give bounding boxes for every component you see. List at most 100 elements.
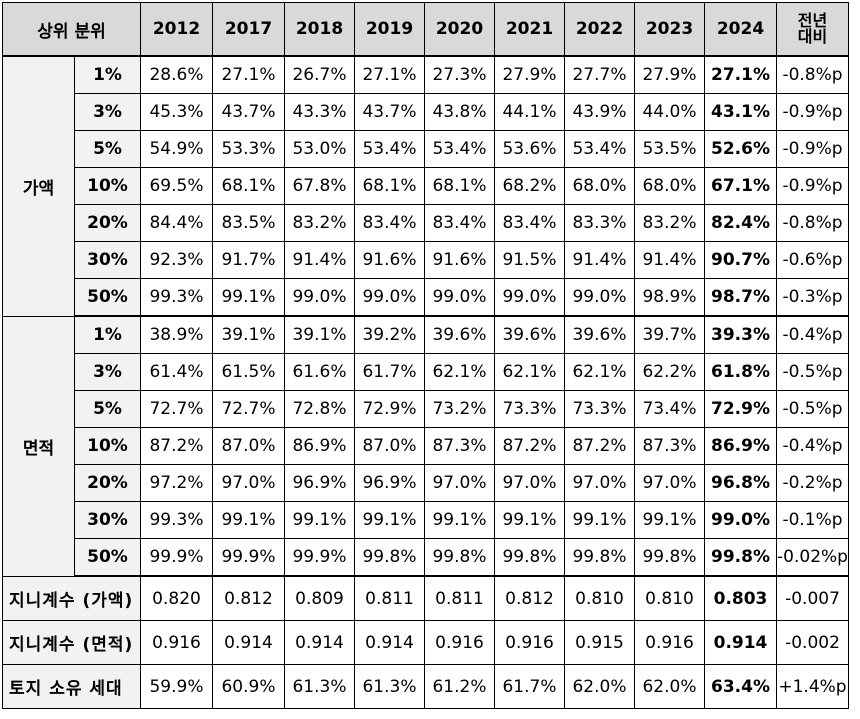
value-cell: 43.7% (212, 93, 285, 131)
value-cell: 67.1% (704, 167, 777, 205)
change-cell: -0.1%p (776, 501, 849, 539)
value-cell: 39.7% (634, 315, 705, 354)
value-cell: 67.8% (284, 167, 355, 205)
value-cell: 86.9% (284, 427, 355, 465)
value-cell: 0.810 (634, 575, 705, 621)
header-year: 2017 (212, 2, 285, 57)
change-cell: -0.002 (776, 620, 849, 665)
value-cell: 68.1% (424, 167, 495, 205)
percentile-cell: 5% (74, 130, 141, 168)
value-cell: 0.914 (354, 620, 425, 665)
table-row: 30% 99.3% 99.1% 99.1% 99.1% 99.1% 99.1% 99.1% 99… (3, 501, 849, 539)
value-cell: 83.3% (564, 204, 635, 242)
table-row: 3% 45.3% 43.7% 43.3% 43.7% 43.8% 44.1% 43.9% 44.… (3, 93, 849, 131)
value-cell: 99.0% (494, 278, 565, 317)
table-row: 50% 99.9% 99.9% 99.9% 99.8% 99.8% 99.8% 99.8% 99… (3, 538, 849, 577)
value-cell: 38.9% (140, 315, 213, 354)
value-cell: 63.4% (704, 664, 777, 709)
value-cell: 0.916 (494, 620, 565, 665)
value-cell: 39.2% (354, 315, 425, 354)
value-cell: 62.0% (634, 664, 705, 709)
value-cell: 27.1% (354, 55, 425, 94)
value-cell: 72.7% (140, 390, 213, 428)
value-cell: 83.4% (494, 204, 565, 242)
percentile-cell: 50% (74, 538, 141, 577)
value-cell: 99.8% (354, 538, 425, 577)
value-cell: 83.5% (212, 204, 285, 242)
value-cell: 0.914 (704, 620, 777, 665)
value-cell: 62.0% (564, 664, 635, 709)
value-cell: 0.916 (634, 620, 705, 665)
value-cell: 87.2% (140, 427, 213, 465)
value-cell: 90.7% (704, 241, 777, 279)
header-row: 상위 분위 2012 2017 2018 2019 2020 2021 2022… (2, 2, 849, 57)
value-cell: 39.6% (494, 315, 565, 354)
value-cell: 0.916 (424, 620, 495, 665)
value-cell: 72.8% (284, 390, 355, 428)
percentile-cell: 20% (74, 464, 141, 502)
table-row: 5% 72.7% 72.7% 72.8% 72.9% 73.2% 73.3% 73.3% 73.… (3, 390, 849, 428)
value-cell: 69.5% (140, 167, 213, 205)
value-cell: 52.6% (704, 130, 777, 168)
value-cell: 61.7% (354, 353, 425, 391)
value-cell: 27.1% (704, 55, 777, 94)
value-cell: 44.1% (494, 93, 565, 131)
table-row: 10% 69.5% 68.1% 67.8% 68.1% 68.1% 68.2% 68.0% 68… (3, 167, 849, 205)
group-label: 가액 (2, 55, 75, 317)
table-row: 3% 61.4% 61.5% 61.6% 61.7% 62.1% 62.1% 62.1% 62.… (3, 353, 849, 391)
value-cell: 97.2% (140, 464, 213, 502)
value-cell: 91.7% (212, 241, 285, 279)
change-cell: -0.02%p (776, 538, 849, 577)
change-cell: -0.8%p (776, 204, 849, 242)
change-cell: -0.9%p (776, 93, 849, 131)
header-year: 2012 (140, 2, 213, 57)
value-cell: 54.9% (140, 130, 213, 168)
table-row: 20% 84.4% 83.5% 83.2% 83.4% 83.4% 83.4% 83.3% 83… (3, 204, 849, 242)
value-cell: 61.7% (494, 664, 565, 709)
value-cell: 86.9% (704, 427, 777, 465)
value-cell: 72.9% (354, 390, 425, 428)
value-cell: 99.1% (634, 501, 705, 539)
value-cell: 62.1% (494, 353, 565, 391)
percentile-cell: 1% (74, 55, 141, 94)
value-cell: 73.4% (634, 390, 705, 428)
value-cell: 43.1% (704, 93, 777, 131)
value-cell: 61.3% (354, 664, 425, 709)
value-cell: 60.9% (212, 664, 285, 709)
header-year: 2018 (284, 2, 355, 57)
value-cell: 28.6% (140, 55, 213, 94)
value-cell: 99.1% (212, 278, 285, 317)
value-cell: 0.809 (284, 575, 355, 621)
value-cell: 39.3% (704, 315, 777, 354)
summary-row: 토지 소유 세대 59.9% 60.9% 61.3% 61.3% 61.2% 61.7% 62… (2, 664, 849, 709)
table-row: 20% 97.2% 97.0% 96.9% 96.9% 97.0% 97.0% 97.0% 97… (3, 464, 849, 502)
value-cell: 87.3% (424, 427, 495, 465)
value-cell: 96.9% (354, 464, 425, 502)
value-cell: 0.916 (140, 620, 213, 665)
value-cell: 53.4% (564, 130, 635, 168)
value-cell: 61.6% (284, 353, 355, 391)
percentile-cell: 30% (74, 241, 141, 279)
value-cell: 26.7% (284, 55, 355, 94)
value-cell: 97.0% (564, 464, 635, 502)
summary-label: 지니계수 (면적) (2, 620, 141, 665)
value-cell: 61.8% (704, 353, 777, 391)
value-cell: 27.7% (564, 55, 635, 94)
value-cell: 98.9% (634, 278, 705, 317)
value-cell: 0.803 (704, 575, 777, 621)
value-cell: 83.4% (424, 204, 495, 242)
value-cell: 61.5% (212, 353, 285, 391)
value-cell: 99.1% (212, 501, 285, 539)
percentile-cell: 3% (74, 353, 141, 391)
header-year-over-year: 전년대비 (776, 2, 849, 57)
value-cell: 99.3% (140, 501, 213, 539)
value-cell: 99.9% (284, 538, 355, 577)
summary-row: 지니계수 (가액) 0.820 0.812 0.809 0.811 0.811 0.812 0… (2, 575, 849, 621)
value-cell: 0.811 (424, 575, 495, 621)
change-cell: -0.5%p (776, 390, 849, 428)
value-cell: 99.3% (140, 278, 213, 317)
change-cell: -0.4%p (776, 315, 849, 354)
percentile-cell: 10% (74, 427, 141, 465)
value-cell: 0.914 (284, 620, 355, 665)
header-year: 2020 (424, 2, 495, 57)
